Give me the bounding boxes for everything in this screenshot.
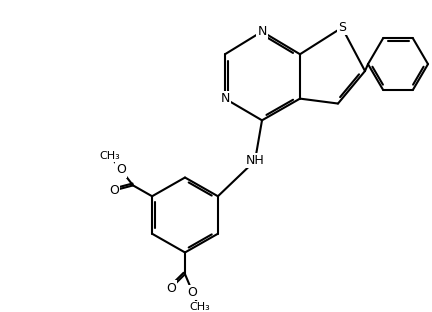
Text: O: O (116, 163, 126, 176)
Text: NH: NH (246, 154, 264, 167)
Text: S: S (338, 21, 346, 34)
Text: O: O (166, 282, 176, 295)
Text: CH₃: CH₃ (189, 302, 210, 312)
Text: CH₃: CH₃ (99, 151, 120, 161)
Text: O: O (109, 184, 119, 197)
Text: N: N (220, 92, 230, 105)
Text: N: N (257, 25, 267, 38)
Text: O: O (188, 286, 197, 299)
